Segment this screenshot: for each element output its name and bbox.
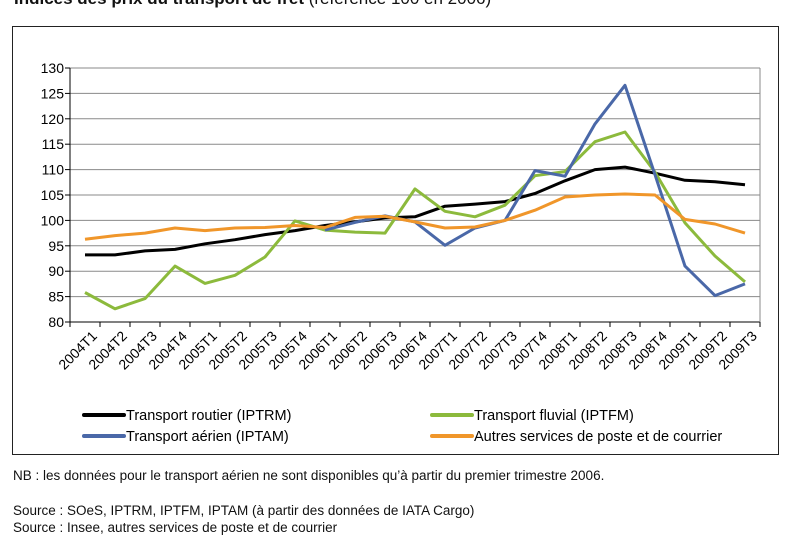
y-tick-label: 95 bbox=[48, 238, 64, 254]
y-tick-label: 85 bbox=[48, 289, 64, 305]
note-nb: NB : les données pour le transport aérie… bbox=[13, 468, 604, 483]
series-line-2 bbox=[325, 85, 745, 295]
y-tick-label: 90 bbox=[48, 263, 64, 279]
y-tick-label: 105 bbox=[41, 187, 65, 203]
y-tick-label: 120 bbox=[41, 111, 65, 127]
note-source-2: Source : Insee, autres services de poste… bbox=[13, 520, 337, 535]
legend-label: Transport routier (IPTRM) bbox=[126, 408, 291, 424]
legend-label: Autres services de poste et de courrier bbox=[474, 429, 722, 445]
series-line-0 bbox=[85, 167, 745, 255]
y-tick-label: 115 bbox=[42, 136, 65, 152]
y-tick-label: 130 bbox=[41, 60, 65, 76]
y-tick-label: 110 bbox=[42, 162, 65, 178]
note-source-1: Source : SOeS, IPTRM, IPTFM, IPTAM (à pa… bbox=[13, 503, 474, 518]
legend-label: Transport fluvial (IPTFM) bbox=[474, 408, 634, 424]
y-tick-label: 100 bbox=[41, 212, 65, 228]
y-tick-label: 80 bbox=[48, 314, 64, 330]
y-tick-label: 125 bbox=[41, 85, 65, 101]
legend-label: Transport aérien (IPTAM) bbox=[126, 429, 289, 445]
